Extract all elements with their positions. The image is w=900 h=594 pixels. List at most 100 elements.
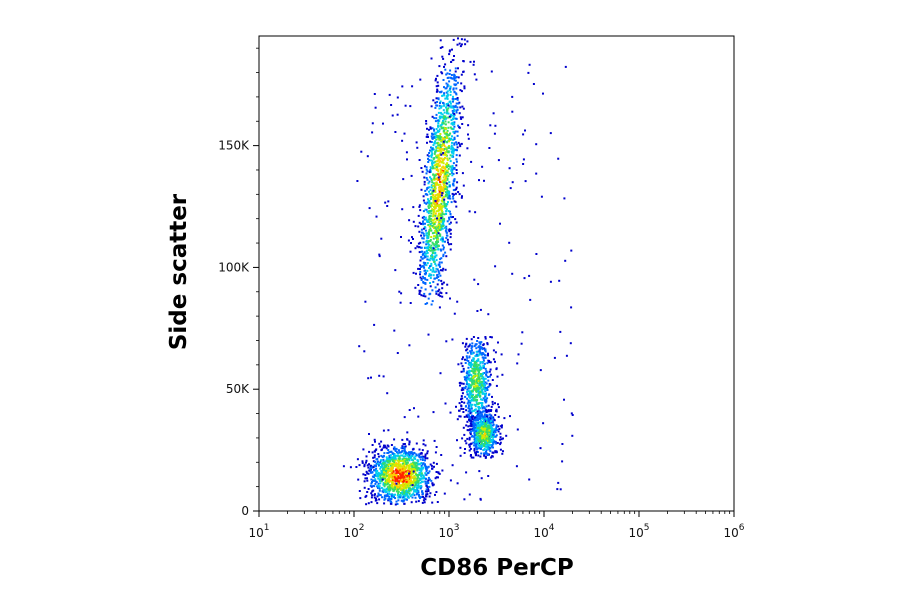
data-point [472, 435, 475, 438]
data-point [441, 148, 444, 151]
data-point [446, 283, 449, 286]
data-point [405, 480, 408, 483]
data-point [434, 160, 437, 163]
data-point [489, 450, 492, 453]
data-point [394, 131, 397, 133]
data-point [444, 179, 447, 182]
data-point [414, 468, 417, 471]
data-point [485, 370, 488, 373]
data-point [442, 176, 445, 179]
data-point [451, 168, 454, 171]
data-point [378, 255, 381, 258]
data-point [427, 207, 430, 209]
data-point [421, 456, 424, 459]
data-point [417, 284, 420, 286]
data-point [481, 404, 484, 407]
data-point [363, 463, 366, 466]
data-point [426, 251, 429, 254]
data-point [375, 215, 378, 218]
data-point [447, 84, 450, 87]
data-point [358, 490, 361, 492]
data-point [419, 452, 422, 455]
data-point [469, 60, 472, 63]
data-point [430, 202, 433, 205]
data-point [425, 188, 428, 191]
data-point [379, 445, 382, 448]
data-point [431, 289, 434, 292]
data-point [448, 216, 450, 219]
data-point [413, 466, 415, 469]
data-point [429, 223, 432, 225]
data-point [427, 182, 430, 185]
data-point [404, 497, 407, 500]
data-point [445, 91, 448, 94]
data-point [428, 203, 431, 206]
data-point [381, 469, 384, 472]
data-point [477, 388, 479, 391]
data-point [459, 384, 461, 387]
density-points [342, 37, 574, 506]
data-point [535, 253, 538, 255]
data-point [452, 127, 455, 130]
data-point [440, 199, 443, 202]
x-tick-base: 10 [723, 526, 738, 540]
data-point [434, 248, 437, 251]
data-point [427, 205, 430, 208]
data-point [402, 178, 405, 181]
data-point [384, 468, 387, 470]
data-point [488, 147, 491, 149]
data-point [406, 475, 409, 477]
data-point [432, 161, 435, 164]
data-point [432, 274, 435, 277]
data-point [451, 106, 454, 109]
data-point [432, 136, 435, 139]
data-point [515, 465, 518, 468]
data-point [446, 129, 449, 132]
data-point [405, 487, 407, 490]
x-tick-base: 10 [343, 526, 358, 540]
data-point [388, 474, 391, 477]
data-point [441, 295, 444, 298]
data-point [477, 431, 480, 434]
data-point [476, 421, 479, 424]
data-point [420, 466, 423, 469]
data-point [479, 365, 482, 368]
data-point [398, 472, 401, 475]
data-point [380, 459, 383, 462]
data-point [473, 73, 476, 76]
data-point [475, 347, 478, 350]
data-point [466, 397, 469, 400]
data-point [393, 478, 396, 481]
data-point [430, 156, 433, 159]
data-point [444, 123, 447, 126]
data-point [408, 456, 411, 459]
data-point [421, 257, 424, 260]
data-point [444, 127, 447, 130]
data-point [444, 167, 447, 170]
data-point [434, 251, 437, 254]
data-point [400, 451, 403, 453]
data-point [450, 201, 453, 204]
data-point [479, 362, 482, 365]
data-point [374, 478, 377, 481]
data-point [444, 63, 447, 66]
data-point [495, 434, 498, 437]
data-point [474, 361, 477, 364]
data-point [443, 148, 446, 150]
data-point [476, 425, 478, 428]
data-point [426, 466, 429, 469]
data-point [430, 273, 433, 276]
data-point [428, 180, 431, 183]
data-point [432, 148, 435, 151]
data-point [483, 415, 486, 418]
data-point [481, 380, 483, 383]
data-point [494, 124, 497, 127]
data-point [478, 414, 481, 417]
data-point [476, 441, 479, 444]
data-point [395, 482, 398, 485]
data-point [378, 442, 381, 445]
data-point [452, 100, 454, 103]
data-point [415, 477, 418, 480]
data-point [488, 361, 491, 364]
data-point [386, 392, 389, 395]
